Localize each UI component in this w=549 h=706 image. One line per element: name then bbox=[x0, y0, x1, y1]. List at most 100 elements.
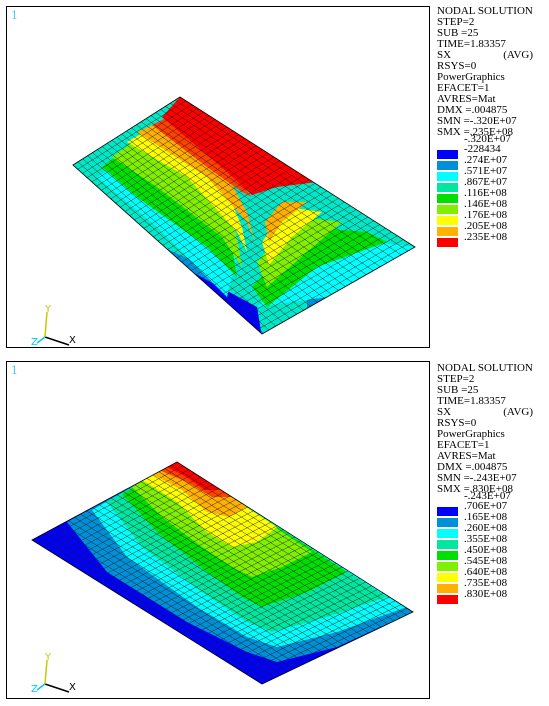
mesh-line bbox=[100, 506, 248, 584]
legend-smx: SMX =.235E+08 bbox=[437, 126, 513, 138]
legend-avres: AVRES=Mat bbox=[437, 450, 496, 462]
contour-swatch bbox=[437, 551, 458, 560]
contour-row: .867E+07 bbox=[437, 177, 547, 194]
legend-rsys: RSYS=0 bbox=[437, 60, 477, 72]
contour-value: .116E+08 bbox=[464, 187, 507, 199]
mesh-line bbox=[186, 186, 322, 267]
contour-swatch bbox=[437, 529, 458, 538]
contour-value: .640E+08 bbox=[464, 566, 508, 578]
mesh-line bbox=[112, 514, 260, 591]
legend-efacet: EFACET=1 bbox=[437, 439, 490, 451]
mesh-line bbox=[252, 239, 404, 326]
mesh-line bbox=[54, 476, 201, 555]
graphics-viewport-top[interactable]: 1 bbox=[6, 6, 430, 348]
mesh-line bbox=[148, 156, 275, 233]
contour-row: .235E+08 bbox=[437, 232, 547, 249]
legend-sub: SUB =25 bbox=[437, 384, 479, 396]
contour-row: .260E+08 bbox=[437, 523, 547, 540]
mesh-line bbox=[139, 149, 263, 225]
contour-swatch bbox=[437, 183, 458, 192]
contour-swatch bbox=[437, 562, 458, 571]
legend-efacet: EFACET=1 bbox=[437, 82, 490, 94]
contour-value: .260E+08 bbox=[464, 522, 508, 534]
mesh-line bbox=[169, 551, 319, 627]
contour-row: .571E+07 bbox=[437, 166, 547, 183]
contour-value: .450E+08 bbox=[464, 544, 508, 556]
legend-time: TIME=1.83357 bbox=[437, 395, 506, 407]
mesh-line bbox=[134, 145, 257, 221]
legend-sx-row: SX (AVG) bbox=[437, 407, 547, 418]
contour-swatch bbox=[437, 518, 458, 527]
contour-swatch bbox=[437, 172, 458, 181]
mesh-line bbox=[256, 608, 408, 681]
result-panel-bottom: 1 bbox=[0, 353, 549, 706]
contour-swatch bbox=[437, 194, 458, 203]
mesh-line bbox=[153, 160, 280, 238]
contour-row: .735E+08 bbox=[437, 578, 547, 595]
plate-outline-top bbox=[72, 96, 416, 335]
legend-rsys: RSYS=0 bbox=[437, 417, 477, 429]
contour-row: -.243E+07 bbox=[437, 491, 547, 507]
legend-dmx: DMX =.004875 bbox=[437, 104, 508, 116]
mesh-line bbox=[152, 540, 302, 616]
contour-value: .355E+08 bbox=[464, 533, 508, 545]
contour-value: -.243E+07 bbox=[464, 490, 511, 502]
triad-x-label: X bbox=[69, 335, 76, 346]
contour-value: .205E+08 bbox=[464, 220, 508, 232]
contour-swatch bbox=[437, 584, 458, 593]
mesh-line bbox=[87, 108, 198, 178]
triad-y-label: Y bbox=[44, 304, 52, 315]
contour-row: .830E+08 bbox=[437, 589, 547, 606]
contour-value: .830E+08 bbox=[464, 588, 508, 600]
triad-z-label: Z bbox=[31, 337, 38, 347]
mesh-line bbox=[227, 589, 378, 663]
triad-z-label: Z bbox=[31, 684, 38, 695]
legend-top: NODAL SOLUTION STEP=2 SUB =25 TIME=1.833… bbox=[437, 6, 547, 249]
mesh-line bbox=[244, 600, 396, 674]
contour-row: .450E+08 bbox=[437, 545, 547, 562]
contour-value: .176E+08 bbox=[464, 209, 508, 221]
legend-dmx: DMX =.004875 bbox=[437, 461, 508, 473]
mesh-line bbox=[101, 119, 216, 191]
element-mesh-top bbox=[77, 99, 410, 331]
contour-row: .116E+08 bbox=[437, 188, 547, 205]
mesh-line bbox=[95, 503, 243, 580]
axis-triad-bottom: X Y Z bbox=[31, 652, 76, 695]
legend-sx: SX bbox=[437, 406, 452, 418]
mesh-line bbox=[192, 566, 343, 642]
legend-graphics: PowerGraphics bbox=[437, 71, 505, 83]
mesh-line bbox=[172, 175, 304, 254]
mesh-line bbox=[96, 115, 210, 187]
contour-row: .146E+08 bbox=[437, 199, 547, 216]
legend-title: NODAL SOLUTION bbox=[437, 5, 533, 17]
mesh-line bbox=[77, 100, 186, 170]
contour-bands-bottom bbox=[32, 462, 413, 684]
contour-swatch bbox=[437, 161, 458, 170]
contour-row: -.320E+07 bbox=[437, 134, 547, 150]
mesh-line bbox=[105, 123, 222, 195]
contour-row: .165E+08 bbox=[437, 512, 547, 529]
contour-swatch bbox=[437, 507, 458, 516]
graphics-viewport-bottom[interactable]: 1 bbox=[6, 361, 430, 699]
mesh-line bbox=[115, 130, 233, 204]
contour-swatch bbox=[437, 139, 458, 148]
contour-swatch bbox=[437, 205, 458, 214]
mesh-line bbox=[195, 194, 333, 276]
window-number: 1 bbox=[11, 9, 18, 22]
mesh-line bbox=[43, 469, 189, 548]
contour-value: .545E+08 bbox=[464, 555, 508, 567]
mesh-line bbox=[162, 168, 292, 246]
contour-row: .545E+08 bbox=[437, 556, 547, 573]
legend-smn: SMN =-.320E+07 bbox=[437, 115, 517, 127]
contour-row: .355E+08 bbox=[437, 534, 547, 551]
mesh-line bbox=[66, 484, 213, 562]
mesh-line bbox=[89, 499, 237, 577]
mesh-line bbox=[120, 134, 239, 208]
contour-value: .235E+08 bbox=[464, 231, 508, 243]
element-mesh-bottom bbox=[37, 465, 408, 682]
mesh-line bbox=[72, 488, 219, 566]
contour-value: .706E+07 bbox=[464, 500, 508, 512]
legend-time: TIME=1.83357 bbox=[437, 38, 506, 50]
mesh-line bbox=[233, 224, 380, 309]
mesh-line bbox=[106, 510, 254, 587]
